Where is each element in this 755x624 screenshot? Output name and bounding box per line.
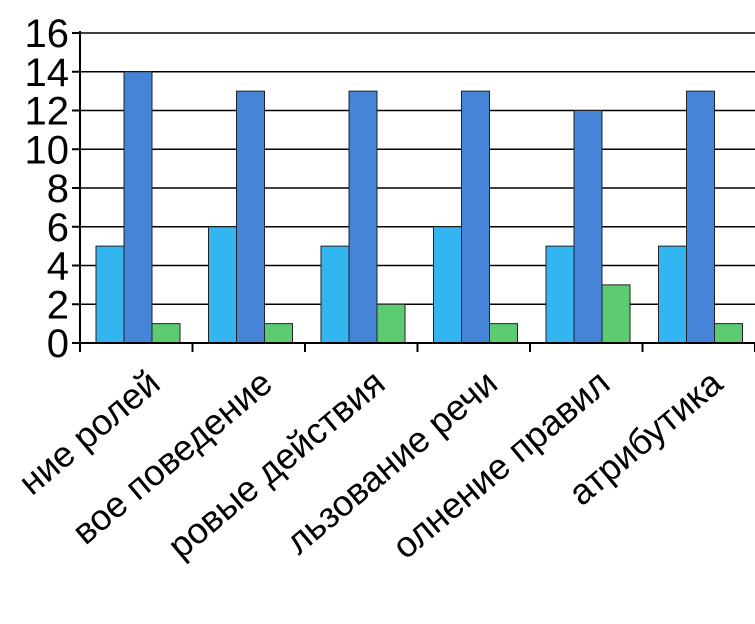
y-tick-label-16: 16 [25,12,70,56]
bar-series2-cat3 [348,90,378,344]
y-tick-label-10: 10 [25,128,70,172]
y-tick-label-2: 2 [47,283,69,327]
bar-series1-cat5 [545,245,575,344]
bar-series1-cat2 [208,226,237,344]
y-tick-label-6: 6 [47,206,69,250]
bar-series2-cat4 [461,90,490,344]
bar-series1-cat3 [320,245,350,344]
y-tick-label-4: 4 [47,245,69,289]
bars [95,71,743,344]
gridlines [80,32,755,305]
bar-series1-cat6 [658,245,687,344]
bar-series2-cat6 [686,90,715,344]
bar-series3-cat5 [601,284,631,344]
y-tick-label-12: 12 [25,90,70,134]
bar-series3-cat1 [151,323,181,344]
bar-series3-cat2 [264,323,293,344]
bar-series3-cat6 [714,323,743,344]
bar-series3-cat3 [376,303,406,344]
bar-series1-cat4 [433,226,462,344]
bar-series2-cat1 [123,71,153,344]
y-tick-label-14: 14 [25,51,70,95]
y-tick-label-8: 8 [47,167,69,211]
bar-series2-cat2 [236,90,265,344]
bar-series1-cat1 [95,245,125,344]
bar-series2-cat5 [573,110,603,344]
axes [72,31,755,352]
y-tick-label-0: 0 [47,322,69,366]
bar-series3-cat4 [489,323,518,344]
